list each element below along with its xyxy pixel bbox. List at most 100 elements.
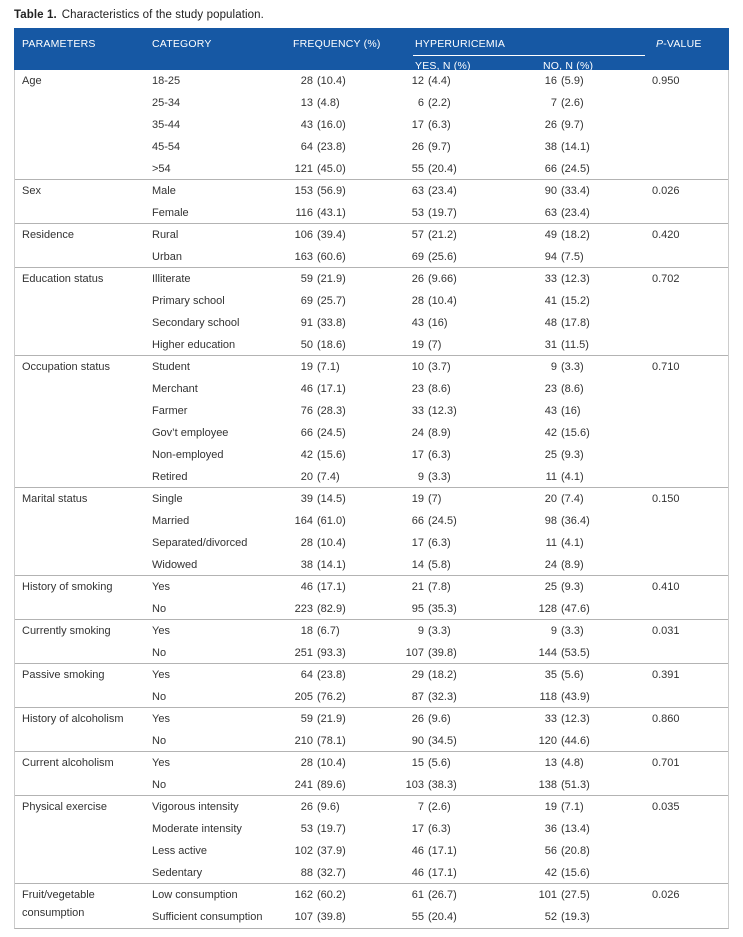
count-value: 17 xyxy=(411,119,424,131)
category-cell: Sedentary xyxy=(152,867,203,879)
frequency-cell: 20 (7.4) xyxy=(289,466,398,488)
percent-value: (24.5) xyxy=(561,163,590,175)
category-cell: Yes xyxy=(152,581,170,593)
percent-value: (33.4) xyxy=(561,185,590,197)
parameter-cell: Fruit/vegetable consumption xyxy=(22,889,95,919)
hyperuricemia-no-cell: 23 (8.6) xyxy=(531,378,650,400)
count-value: 52 xyxy=(544,911,557,923)
percent-value: (23.4) xyxy=(428,185,457,197)
percent-value: (7) xyxy=(428,493,442,505)
count-value: 120 xyxy=(538,735,557,747)
frequency-cell: 28 (10.4) xyxy=(289,70,398,92)
percent-value: (14.5) xyxy=(317,493,346,505)
frequency-cell: 66 (24.5) xyxy=(289,422,398,444)
category-cell: Secondary school xyxy=(152,317,240,329)
category-cell: Merchant xyxy=(152,383,198,395)
count-value: 38 xyxy=(544,141,557,153)
percent-value: (8.6) xyxy=(428,383,451,395)
frequency-cell: 76 (28.3) xyxy=(289,400,398,422)
percent-value: (3.3) xyxy=(561,361,584,373)
count-value: 46 xyxy=(300,581,313,593)
frequency-cell: 64 (23.8) xyxy=(289,664,398,686)
count-value: 11 xyxy=(545,471,557,483)
count-value: 13 xyxy=(544,757,557,769)
percent-value: (60.2) xyxy=(317,889,346,901)
category-cell: Urban xyxy=(152,251,182,263)
hyperuricemia-no-cell: 120 (44.6) xyxy=(531,730,650,752)
count-value: 7 xyxy=(550,97,557,109)
hyperuricemia-no-cell: 101 (27.5) xyxy=(531,884,650,906)
count-value: 66 xyxy=(300,427,313,439)
count-value: 107 xyxy=(294,911,313,923)
hyperuricemia-no-cell: 42 (15.6) xyxy=(531,422,650,444)
frequency-cell: 116 (43.1) xyxy=(289,202,398,224)
count-value: 205 xyxy=(294,691,313,703)
category-cell: Low consumption xyxy=(152,889,238,901)
frequency-cell: 59 (21.9) xyxy=(289,268,398,290)
count-value: 55 xyxy=(411,163,424,175)
header-p-value: P-VALUE xyxy=(650,28,729,70)
header-yes: YES, N (%) xyxy=(415,60,471,72)
count-value: 162 xyxy=(294,889,313,901)
hyperuricemia-no-cell: 19 (7.1) xyxy=(531,796,650,818)
hyperuricemia-no-cell: 9 (3.3) xyxy=(531,620,650,642)
count-value: 36 xyxy=(544,823,557,835)
category-cell: Gov’t employee xyxy=(152,427,229,439)
percent-value: (23.8) xyxy=(317,669,346,681)
count-value: 26 xyxy=(300,801,313,813)
percent-value: (11.5) xyxy=(561,339,589,351)
count-value: 61 xyxy=(411,889,424,901)
hyperuricemia-no-cell: 13 (4.8) xyxy=(531,752,650,774)
percent-value: (14.1) xyxy=(561,141,590,153)
count-value: 28 xyxy=(300,75,313,87)
hyperuricemia-no-cell: 33 (12.3) xyxy=(531,708,650,730)
category-cell: Single xyxy=(152,493,183,505)
percent-value: (15.6) xyxy=(561,427,590,439)
frequency-cell: 153 (56.9) xyxy=(289,180,398,202)
table-section: Physical exercise Vigorous intensity 26 (9.… xyxy=(15,795,728,884)
count-value: 107 xyxy=(405,647,424,659)
category-cell: No xyxy=(152,735,167,747)
count-value: 39 xyxy=(300,493,313,505)
percent-value: (53.5) xyxy=(561,647,590,659)
count-value: 153 xyxy=(294,185,313,197)
count-value: 25 xyxy=(544,581,557,593)
percent-value: (8.9) xyxy=(428,427,451,439)
table-section: Residence Rural 106 (39.4) 57 (21.2) 49 (18.2) 0… xyxy=(15,223,728,268)
p-rest: -VALUE xyxy=(663,38,702,50)
percent-value: (3.3) xyxy=(428,625,451,637)
frequency-cell: 102 (37.9) xyxy=(289,840,398,862)
count-value: 49 xyxy=(544,229,557,241)
table-section: Fruit/vegetable consumption Low consumpti… xyxy=(15,883,728,928)
hyperuricemia-no-cell: 33 (12.3) xyxy=(531,268,650,290)
count-value: 26 xyxy=(411,273,424,285)
percent-value: (18.2) xyxy=(428,669,457,681)
count-value: 56 xyxy=(544,845,557,857)
category-cell: 25-34 xyxy=(152,97,181,109)
parameter-cell: Marital status xyxy=(22,493,88,505)
percent-value: (43.9) xyxy=(561,691,590,703)
header-no: NO, N (%) xyxy=(543,60,594,72)
hyperuricemia-yes-cell: 87 (32.3) xyxy=(398,686,531,708)
count-value: 20 xyxy=(300,471,313,483)
frequency-cell: 59 (21.9) xyxy=(289,708,398,730)
percent-value: (4.8) xyxy=(317,97,340,109)
percent-value: (5.8) xyxy=(428,559,451,571)
count-value: 33 xyxy=(544,713,557,725)
p-value-cell: 0.410 xyxy=(652,581,680,593)
percent-value: (23.8) xyxy=(317,141,346,153)
percent-value: (5.9) xyxy=(561,75,584,87)
count-value: 66 xyxy=(544,163,557,175)
category-cell: Yes xyxy=(152,669,170,681)
percent-value: (33.8) xyxy=(317,317,346,329)
hyperuricemia-no-cell: 36 (13.4) xyxy=(531,818,650,840)
table-title-text: Characteristics of the study population. xyxy=(61,9,264,21)
category-cell: No xyxy=(152,779,167,791)
parameter-cell: Sex xyxy=(22,185,41,197)
hyperuricemia-yes-cell: 17 (6.3) xyxy=(398,114,531,136)
hyperuricemia-no-cell: 35 (5.6) xyxy=(531,664,650,686)
percent-value: (32.7) xyxy=(317,867,346,879)
hyperuricemia-yes-cell: 19 (7) xyxy=(398,334,531,356)
percent-value: (9.7) xyxy=(561,119,584,131)
percent-value: (15.2) xyxy=(561,295,590,307)
